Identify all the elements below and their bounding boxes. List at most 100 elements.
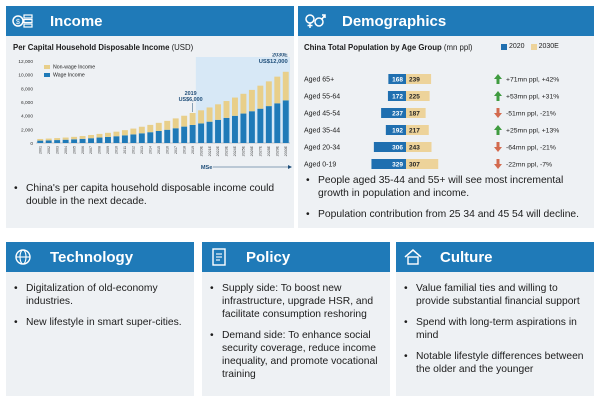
value-2030e: 239: [409, 77, 420, 84]
wage-bar: [232, 115, 238, 143]
value-2020: 329: [392, 162, 403, 169]
x-tick-label: 2006: [81, 146, 85, 154]
wage-bar: [138, 133, 145, 143]
change-label: +71mn ppl, +42%: [506, 77, 559, 84]
wage-bar: [88, 138, 94, 143]
bar-2030e: [406, 108, 426, 118]
x-tick-label: 2029E: [276, 145, 280, 156]
wage-bar: [96, 137, 103, 143]
x-tick-label: 2028E: [267, 145, 271, 156]
x-tick-label: 2020E: [199, 145, 203, 156]
non-wage-bar: [232, 97, 238, 116]
income-panel: $ Income Per Capital Household Disposabl…: [6, 6, 294, 228]
income-chart: 0 2,000 4,000 6,000 8,000 10,000 12,000 2001 200…: [18, 53, 292, 171]
value-2030e: 243: [409, 145, 420, 152]
annotation-2019: 2019: [185, 91, 197, 97]
up-arrow-icon: [494, 74, 502, 84]
change-label: -22mn ppl, -7%: [506, 162, 552, 169]
x-tick-label: 2014: [149, 146, 153, 154]
wage-bar: [79, 138, 86, 143]
x-tick-label: 2015: [157, 146, 161, 154]
wage-bar: [223, 117, 230, 143]
wage-bar: [181, 126, 188, 143]
non-wage-bar: [215, 104, 221, 120]
wage-bar: [172, 128, 179, 143]
demographics-panel: Demographics China Total Population by A…: [298, 6, 594, 228]
value-2030e: 307: [409, 162, 420, 169]
non-wage-bar: [138, 126, 145, 134]
policy-title: Policy: [246, 248, 291, 266]
x-tick-label: 2024E: [233, 145, 237, 156]
y-tick-label: 6,000: [21, 100, 33, 106]
x-tick-label: 2010: [115, 146, 119, 154]
change-label: +53mn ppl, +31%: [506, 94, 559, 101]
non-wage-bar: [181, 115, 188, 127]
x-tick-label: 2002: [47, 146, 51, 154]
policy-panel: Policy Supply side: To boost new infrast…: [202, 242, 390, 396]
income-bullets: China's per capita household disposable …: [14, 182, 286, 216]
non-wage-bar: [155, 122, 162, 131]
annotation-2030: 2030E: [272, 53, 288, 59]
non-wage-bar: [121, 130, 128, 136]
wage-bar: [155, 130, 162, 143]
value-2030e: 187: [409, 111, 420, 118]
bar-2020: [387, 91, 406, 101]
income-bullet: China's per capita household disposable …: [14, 182, 286, 208]
gender-icon: [298, 6, 332, 36]
culture-panel: Culture Value familial ties and willing …: [396, 242, 594, 396]
change-label: -51mn ppl, -21%: [506, 111, 556, 118]
change-label: -64mn ppl, -21%: [506, 145, 556, 152]
non-wage-bar: [130, 128, 137, 135]
policy-bullet: Supply side: To boost new infrastructure…: [210, 282, 386, 321]
income-title: Income: [50, 12, 103, 30]
non-wage-bar: [282, 71, 289, 101]
non-wage-bar: [265, 81, 272, 107]
x-tick-label: 2026E: [250, 145, 254, 156]
x-tick-label: 2011: [123, 146, 127, 154]
forecast-arrowhead: [288, 165, 292, 169]
non-wage-bar: [198, 110, 205, 124]
legend-swatch-non-wage: [44, 65, 50, 69]
x-tick-label: 2007: [89, 146, 93, 154]
non-wage-bar: [45, 138, 52, 141]
age-group-label: Aged 35-44: [304, 128, 340, 135]
technology-title: Technology: [50, 248, 134, 266]
wage-bar: [198, 123, 205, 143]
wage-bar: [257, 108, 264, 143]
age-group-label: Aged 55-64: [304, 94, 340, 101]
bar-2020: [381, 108, 406, 118]
bar-2020: [371, 159, 406, 169]
wage-bar: [282, 100, 289, 143]
x-tick-label: 2027E: [259, 145, 263, 156]
document-icon: [202, 242, 236, 272]
culture-title: Culture: [440, 248, 493, 266]
x-tick-label: 2013: [140, 146, 144, 154]
non-wage-bar: [248, 89, 255, 112]
x-tick-label: 2004: [64, 146, 68, 154]
wage-bar: [130, 134, 137, 143]
non-wage-bar: [71, 136, 78, 140]
x-tick-label: 2023E: [225, 145, 229, 156]
non-wage-bar: [37, 138, 44, 141]
x-tick-label: 2021E: [208, 145, 212, 156]
bar-2030e: [406, 142, 432, 152]
bar-2030e: [406, 159, 439, 169]
wage-bar: [248, 111, 255, 143]
bar-2030e: [406, 74, 432, 84]
legend-non-wage: Non-wage Income: [53, 65, 95, 71]
x-tick-label: 2025E: [242, 145, 246, 156]
house-icon: [396, 242, 430, 272]
wage-bar: [45, 140, 52, 143]
culture-bullet: Notable lifestyle differences between th…: [404, 350, 590, 376]
age-group-label: Aged 45-54: [304, 111, 340, 118]
wage-bar: [240, 113, 247, 143]
non-wage-bar: [172, 118, 179, 129]
non-wage-bar: [189, 113, 196, 125]
bar-2030e: [406, 91, 430, 101]
non-wage-bar: [79, 136, 86, 139]
wage-bar: [37, 140, 44, 143]
wage-bar: [189, 124, 196, 143]
demographics-bullets: People aged 35-44 and 55+ will see most …: [306, 174, 588, 229]
value-2030e: 217: [409, 128, 420, 135]
non-wage-bar: [147, 124, 154, 133]
